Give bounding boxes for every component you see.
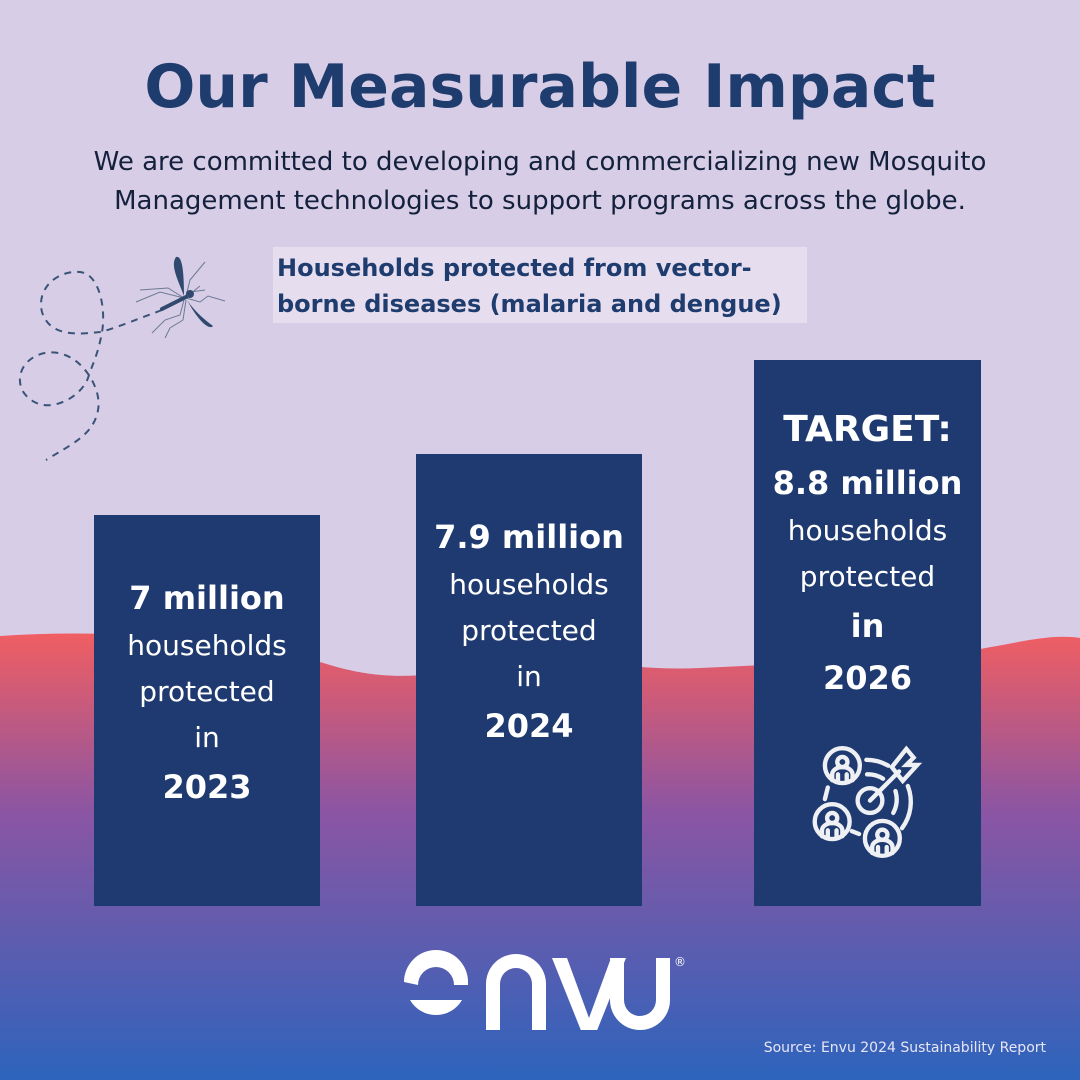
stat-in: in <box>194 721 220 754</box>
stat-bar-2023: 7 million households protected in 2023 <box>94 515 320 906</box>
stat-bar-2026-target: TARGET: 8.8 million households protected… <box>754 360 981 906</box>
stat-desc: households <box>449 568 609 601</box>
stat-bar-2024: 7.9 million households protected in 2024 <box>416 454 642 906</box>
svg-text:®: ® <box>674 955 686 969</box>
stat-desc: protected <box>799 560 936 593</box>
stat-in: in <box>850 607 885 645</box>
stat-value: 7 million <box>129 579 285 617</box>
section-label-background <box>273 247 807 323</box>
stat-year: 2024 <box>484 707 574 745</box>
page-title: Our Measurable Impact <box>144 52 936 122</box>
stat-value: 8.8 million <box>772 464 963 502</box>
stat-year: 2023 <box>162 768 252 806</box>
stat-desc: households <box>787 514 948 547</box>
source-note: Source: Envu 2024 Sustainability Report <box>763 1040 1046 1056</box>
stat-in: in <box>516 660 542 693</box>
envu-logo: ® <box>404 950 686 1030</box>
mosquito-flight-icon <box>19 256 226 461</box>
target-prefix: TARGET: <box>783 409 952 450</box>
section-label: Households protected from vector-borne d… <box>277 254 782 318</box>
stat-value: 7.9 million <box>434 518 624 556</box>
stat-desc: protected <box>139 675 275 708</box>
stat-year: 2026 <box>822 659 913 697</box>
stat-desc: households <box>127 629 287 662</box>
stat-desc: protected <box>461 614 597 647</box>
subtitle: We are committed to developing and comme… <box>93 147 987 216</box>
target-audience-icon <box>812 745 923 858</box>
